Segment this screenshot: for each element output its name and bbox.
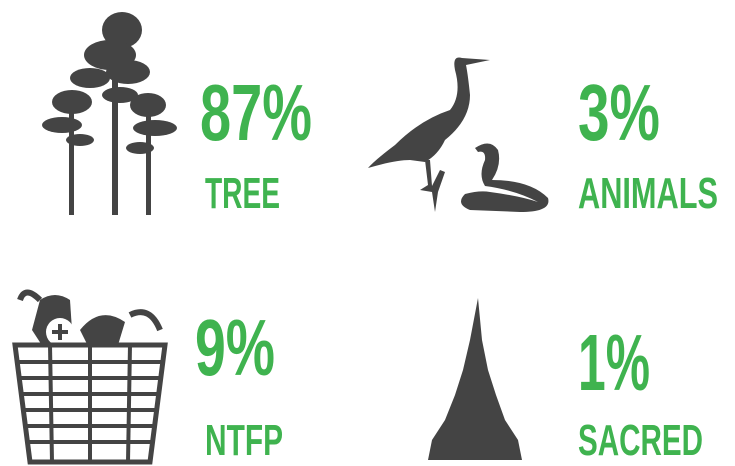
percent: 3% xyxy=(578,68,660,157)
label: NTFP xyxy=(205,416,283,465)
animal-icon xyxy=(368,58,548,213)
percent: 87% xyxy=(200,68,312,157)
percent: 9% xyxy=(195,303,275,392)
stupa-icon xyxy=(428,298,522,460)
percent: 1% xyxy=(578,318,650,407)
label: SACRED xyxy=(578,416,703,465)
tree-icon xyxy=(42,12,177,215)
infographic: 87% TREE 3% ANIMALS 9% NTFP 1% SACRED xyxy=(0,0,735,466)
label: TREE xyxy=(205,169,280,218)
basket-icon xyxy=(15,293,165,463)
label: ANIMALS xyxy=(578,169,718,218)
